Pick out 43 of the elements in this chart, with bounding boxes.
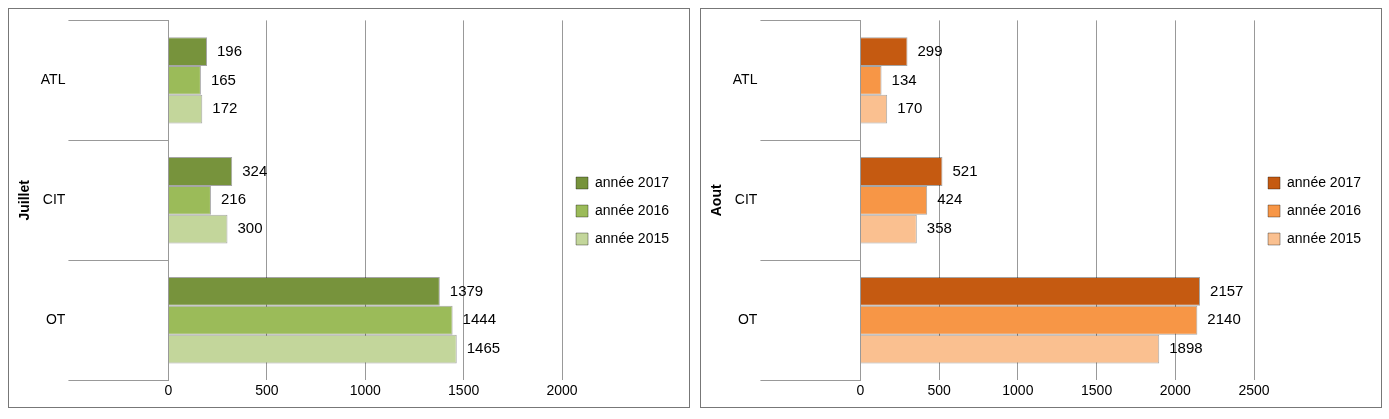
y-tick-label: CIT [42, 191, 66, 208]
data-label: 300 [237, 219, 263, 237]
data-label: 165 [210, 70, 236, 88]
data-label: 1444 [462, 310, 496, 328]
legend-label: année 2015 [595, 229, 670, 246]
x-tick-label: 500 [927, 382, 952, 399]
x-tick-label: 1000 [349, 382, 382, 399]
x-tick-label: 0 [856, 382, 865, 399]
data-label: 1465 [466, 339, 501, 357]
data-label: 1898 [1169, 339, 1203, 357]
data-label: 196 [217, 41, 243, 59]
legend-label: année 2015 [1287, 229, 1362, 246]
x-tick-label: 1500 [1081, 382, 1113, 399]
y-tick-label: ATL [732, 71, 758, 88]
x-tick-label: 500 [255, 382, 279, 399]
data-label: 1379 [449, 281, 484, 299]
x-tick-label: 1500 [448, 382, 480, 399]
data-label: 324 [242, 161, 268, 179]
legend-label: année 2016 [1287, 201, 1362, 218]
x-tick-label: 1000 [1002, 382, 1034, 399]
legend-label: année 2017 [595, 173, 670, 190]
data-label: 216 [220, 190, 246, 208]
x-tick-label: 2000 [1159, 382, 1192, 399]
data-label: 521 [952, 161, 978, 179]
legend-label: année 2017 [1287, 173, 1362, 190]
data-label: 424 [937, 190, 963, 208]
data-label: 358 [926, 219, 952, 237]
x-tick-label: 0 [164, 382, 173, 399]
data-label: 170 [897, 99, 923, 117]
data-label: 134 [891, 70, 917, 88]
data-label: 2157 [1210, 281, 1244, 299]
y-axis-title: Juillet [16, 179, 33, 221]
data-label: 2140 [1207, 310, 1241, 328]
y-tick-label: CIT [734, 191, 758, 208]
y-tick-label: OT [45, 311, 66, 328]
legend-label: année 2016 [595, 201, 670, 218]
data-label: 172 [212, 99, 238, 117]
data-label: 299 [917, 41, 943, 59]
x-tick-label: 2000 [546, 382, 578, 399]
y-axis-title: Aout [708, 184, 725, 217]
y-tick-label: ATL [40, 71, 66, 88]
y-tick-label: OT [737, 311, 758, 328]
x-tick-label: 2500 [1238, 382, 1270, 399]
